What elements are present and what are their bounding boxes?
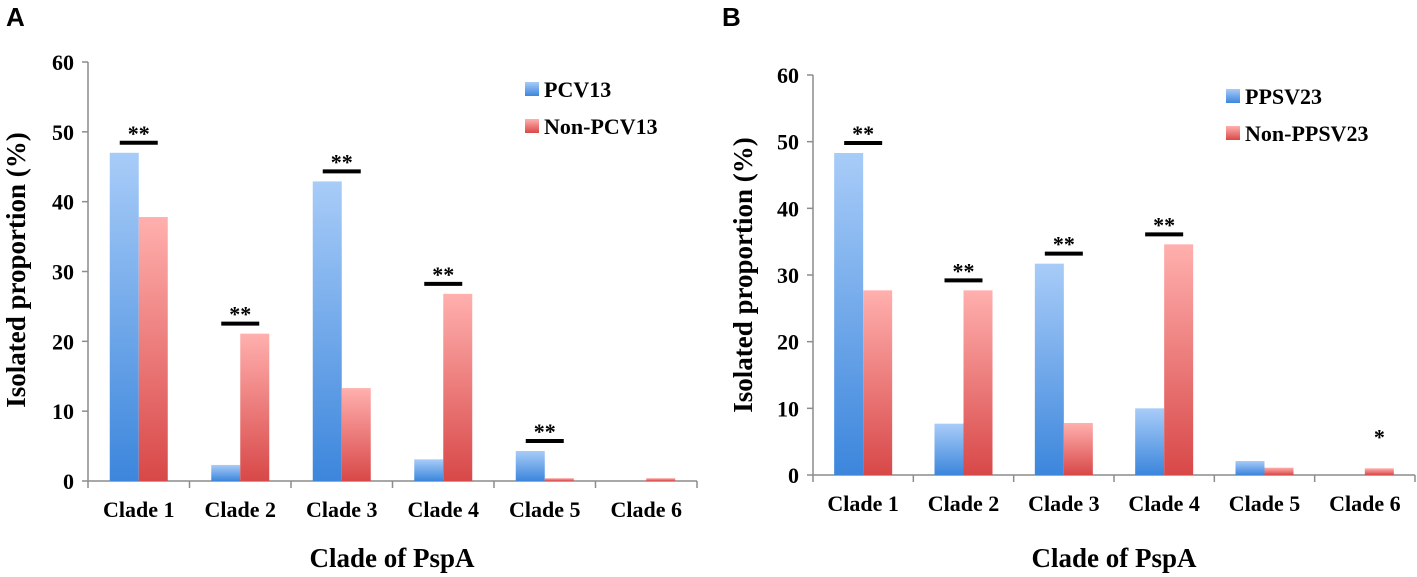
panel-a: A Isolated proportion (%) Clade of PspA … xyxy=(1,2,698,573)
panel-a-label: A xyxy=(6,2,25,32)
panel-a-y-axis-title: Isolated proportion (%) xyxy=(1,132,31,408)
bar-non-pcv13-clade-3 xyxy=(341,388,371,481)
y-tick-label: 50 xyxy=(52,120,74,145)
significance-marker: ** xyxy=(331,149,353,174)
x-tick-label: Clade 3 xyxy=(306,497,378,522)
panel-a-plot: 0 10 20 30 40 50 60 Clade 1 ** Clade 2 ** Clade 3 **… xyxy=(52,50,698,522)
bar-non-ppsv23-clade-2 xyxy=(963,290,993,475)
bar-non-ppsv23-clade-3 xyxy=(1063,423,1093,475)
significance-marker: ** xyxy=(1053,232,1075,257)
legend-swatch-non-pcv13 xyxy=(525,119,539,133)
y-tick-label: 20 xyxy=(52,329,74,354)
panel-b-legend: PPSV23 Non-PPSV23 xyxy=(1226,84,1368,146)
x-tick-label: Clade 1 xyxy=(103,497,175,522)
panel-b-y-axis-title: Isolated proportion (%) xyxy=(728,137,758,413)
bar-non-pcv13-clade-4 xyxy=(443,293,473,481)
significance-marker: ** xyxy=(229,302,251,327)
panel-b-label: B xyxy=(722,2,741,32)
bar-pcv13-clade-1 xyxy=(109,152,139,482)
legend-label-pcv13: PCV13 xyxy=(544,77,611,102)
x-tick-label: Clade 5 xyxy=(509,497,581,522)
y-tick-label: 20 xyxy=(777,330,799,355)
bar-ppsv23-clade-4 xyxy=(1135,408,1165,475)
x-tick-label: Clade 5 xyxy=(1229,491,1301,516)
significance-marker: ** xyxy=(852,121,874,146)
legend-label-non-ppsv23: Non-PPSV23 xyxy=(1245,121,1368,146)
y-tick-label: 30 xyxy=(52,260,74,285)
legend-swatch-ppsv23 xyxy=(1226,89,1240,103)
bar-non-ppsv23-clade-5 xyxy=(1264,467,1294,475)
x-tick-label: Clade 1 xyxy=(827,491,899,516)
y-tick-label: 40 xyxy=(52,190,74,215)
bar-ppsv23-clade-1 xyxy=(834,153,864,475)
significance-marker: ** xyxy=(534,419,556,444)
x-tick-label: Clade 2 xyxy=(928,491,1000,516)
bar-pcv13-clade-4 xyxy=(414,459,444,481)
significance-marker: ** xyxy=(953,258,975,283)
panel-a-legend: PCV13 Non-PCV13 xyxy=(525,77,658,139)
y-tick-label: 60 xyxy=(52,50,74,75)
legend-label-non-pcv13: Non-PCV13 xyxy=(544,114,658,139)
legend-label-ppsv23: PPSV23 xyxy=(1245,84,1322,109)
y-tick-label: 50 xyxy=(777,130,799,155)
bar-pcv13-clade-3 xyxy=(312,181,342,482)
bar-pcv13-clade-5 xyxy=(515,450,545,481)
significance-marker: ** xyxy=(128,121,150,146)
x-tick-label: Clade 4 xyxy=(408,497,480,522)
bar-ppsv23-clade-3 xyxy=(1034,263,1064,475)
y-tick-label: 60 xyxy=(777,63,799,88)
significance-marker: * xyxy=(1374,424,1385,449)
panel-a-x-axis-title: Clade of PspA xyxy=(309,543,475,573)
bar-non-ppsv23-clade-6 xyxy=(1364,468,1394,475)
x-tick-label: Clade 2 xyxy=(205,497,277,522)
y-tick-label: 10 xyxy=(52,399,74,424)
y-tick-label: 10 xyxy=(777,396,799,421)
bar-non-pcv13-clade-1 xyxy=(138,217,168,481)
panel-b: B Isolated proportion (%) Clade of PspA … xyxy=(722,2,1416,573)
panel-b-x-axis-title: Clade of PspA xyxy=(1031,543,1197,573)
y-tick-label: 0 xyxy=(63,469,74,494)
bar-non-pcv13-clade-2 xyxy=(240,333,270,481)
bar-non-pcv13-clade-5 xyxy=(544,478,574,481)
y-tick-label: 40 xyxy=(777,196,799,221)
x-tick-label: Clade 4 xyxy=(1128,491,1200,516)
bar-non-ppsv23-clade-4 xyxy=(1164,244,1194,475)
significance-marker: ** xyxy=(432,262,454,287)
x-tick-label: Clade 3 xyxy=(1028,491,1100,516)
bar-non-ppsv23-clade-1 xyxy=(863,290,893,475)
bar-ppsv23-clade-2 xyxy=(934,423,964,475)
bar-non-pcv13-clade-6 xyxy=(646,478,676,481)
legend-swatch-non-ppsv23 xyxy=(1226,126,1240,140)
y-tick-label: 0 xyxy=(788,463,799,488)
x-tick-label: Clade 6 xyxy=(1329,491,1401,516)
bar-pcv13-clade-2 xyxy=(211,464,241,481)
bar-ppsv23-clade-5 xyxy=(1235,461,1265,475)
significance-marker: ** xyxy=(1153,212,1175,237)
legend-swatch-pcv13 xyxy=(525,82,539,96)
y-tick-label: 30 xyxy=(777,263,799,288)
x-tick-label: Clade 6 xyxy=(611,497,683,522)
